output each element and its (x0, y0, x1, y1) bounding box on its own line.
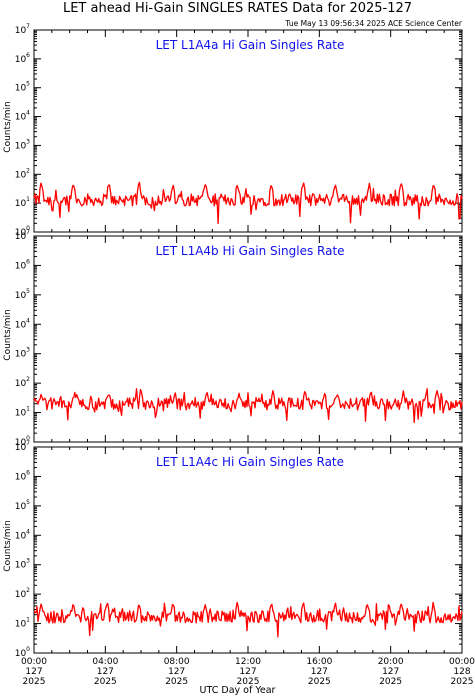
x-tick-label-line: 2025 (308, 677, 331, 687)
chart-panel-3: 100 101 102 103 104 105 106 107 Counts/min LET L1… (3, 440, 463, 659)
y-tick-label: 103 (15, 347, 30, 360)
data-series-line (33, 388, 463, 424)
data-series-line (33, 181, 463, 224)
y-axis-label: Counts/min (3, 101, 13, 152)
y-tick-label: 100 (15, 225, 30, 238)
x-tick-label-line: 04:00 (92, 657, 118, 667)
y-tick-label: 107 (15, 23, 30, 36)
x-tick-label-line: 2025 (94, 677, 117, 687)
y-axis-label: Counts/min (3, 309, 13, 360)
chart-panel-2: 100 101 102 103 104 105 106 107 Counts/min LET L1… (3, 229, 463, 448)
x-tick-label-line: 2025 (23, 677, 46, 687)
plot-frame (33, 235, 463, 443)
y-tick-label: 101 (15, 406, 30, 419)
chart-panel-1: 100 101 102 103 104 105 106 107 Counts/min LET L1… (3, 23, 463, 238)
y-tick-label: 106 (15, 52, 30, 65)
chart-title: LET L1A4c Hi Gain Singles Rate (156, 455, 344, 469)
y-tick-label: 104 (15, 317, 30, 330)
x-tick-label-line: 08:00 (164, 657, 190, 667)
x-tick-label-line: 00:00 (21, 657, 47, 667)
x-tick-label-line: 20:00 (378, 657, 404, 667)
x-tick-label-line: 16:00 (306, 657, 332, 667)
y-tick-label: 100 (15, 435, 30, 448)
x-tick-label-line: 2025 (237, 677, 260, 687)
y-tick-label: 105 (15, 81, 30, 94)
y-tick-label: 106 (15, 469, 30, 482)
y-tick-label: 103 (15, 138, 30, 151)
y-tick-label: 107 (15, 229, 30, 242)
x-tick-label-line: 127 (97, 667, 114, 677)
x-tick-label-line: 127 (25, 667, 42, 677)
y-tick-label: 106 (15, 258, 30, 271)
y-tick-label: 102 (15, 587, 30, 600)
y-tick-label: 100 (15, 646, 30, 659)
x-tick-label-line: 00:00 (449, 657, 475, 667)
x-tick-label-line: 12:00 (235, 657, 261, 667)
x-tick-label-line: 2025 (379, 677, 402, 687)
x-tick-label-line: 127 (311, 667, 328, 677)
chart-title: LET L1A4b Hi Gain Singles Rate (155, 244, 344, 258)
x-tick-label-line: 127 (239, 667, 256, 677)
y-tick-label: 101 (15, 617, 30, 630)
y-tick-label: 107 (15, 440, 30, 453)
y-tick-label: 102 (15, 376, 30, 389)
page-title: LET ahead Hi-Gain SINGLES RATES Data for… (62, 1, 413, 16)
y-tick-label: 105 (15, 499, 30, 512)
y-tick-label: 105 (15, 288, 30, 301)
generation-timestamp: Tue May 13 09:56:34 2025 ACE Science Cen… (285, 19, 462, 28)
data-series-line (33, 601, 463, 638)
x-tick-label-line: 128 (453, 667, 470, 677)
y-axis-label: Counts/min (3, 520, 13, 571)
x-tick-label-line: 127 (168, 667, 185, 677)
y-tick-label: 103 (15, 558, 30, 571)
x-tick-label-line: 2025 (165, 677, 188, 687)
chart-title: LET L1A4a Hi Gain Singles Rate (156, 38, 345, 52)
y-tick-label: 104 (15, 110, 30, 123)
y-tick-label: 102 (15, 167, 30, 180)
x-tick-label-line: 127 (382, 667, 399, 677)
y-tick-label: 104 (15, 528, 30, 541)
y-tick-label: 101 (15, 196, 30, 209)
x-axis-label: UTC Day of Year (199, 685, 276, 696)
x-tick-label-line: 2025 (451, 677, 474, 687)
